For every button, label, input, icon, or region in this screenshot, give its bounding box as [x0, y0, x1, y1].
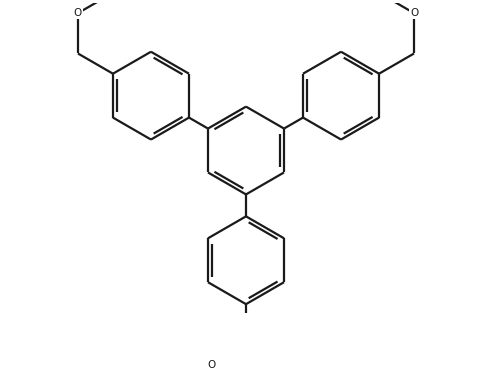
Text: O: O [74, 8, 82, 18]
Text: O: O [410, 8, 418, 18]
Text: O: O [207, 360, 215, 368]
